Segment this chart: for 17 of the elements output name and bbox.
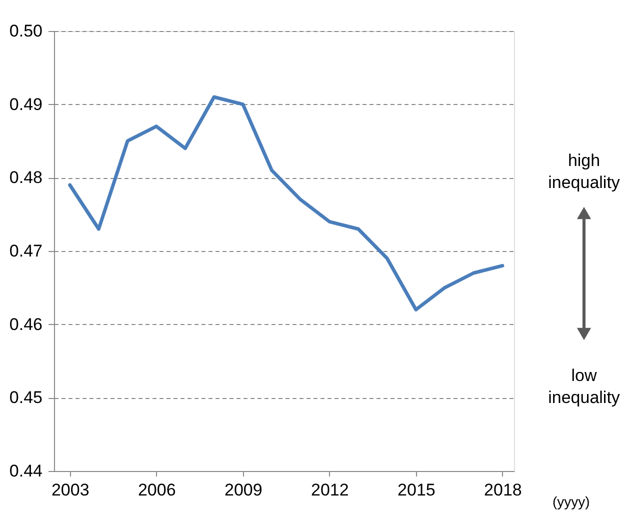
x-tick-label: 2003 [51, 480, 90, 500]
x-tick-label: 2018 [484, 480, 522, 500]
x-tick-label: 2015 [398, 480, 436, 500]
y-tick-label: 0.47 [9, 242, 42, 260]
y-tick-label: 0.50 [9, 22, 42, 40]
x-tick-label: 2006 [138, 480, 176, 500]
x-axis-title: (yyyy) [552, 494, 590, 510]
text: low inequality [548, 366, 620, 407]
y-tick-label: 0.46 [9, 314, 42, 334]
x-tick-label: 2012 [311, 480, 349, 500]
y-tick-label: 0.44 [9, 462, 42, 480]
line-series [68, 95, 504, 312]
y-tick-label: 0.49 [9, 94, 42, 114]
y-tick-label: 0.45 [9, 388, 42, 408]
x-tick-label: 2009 [224, 480, 262, 500]
text: high inequality [548, 151, 620, 192]
y-tick-label: 0.48 [9, 168, 42, 188]
